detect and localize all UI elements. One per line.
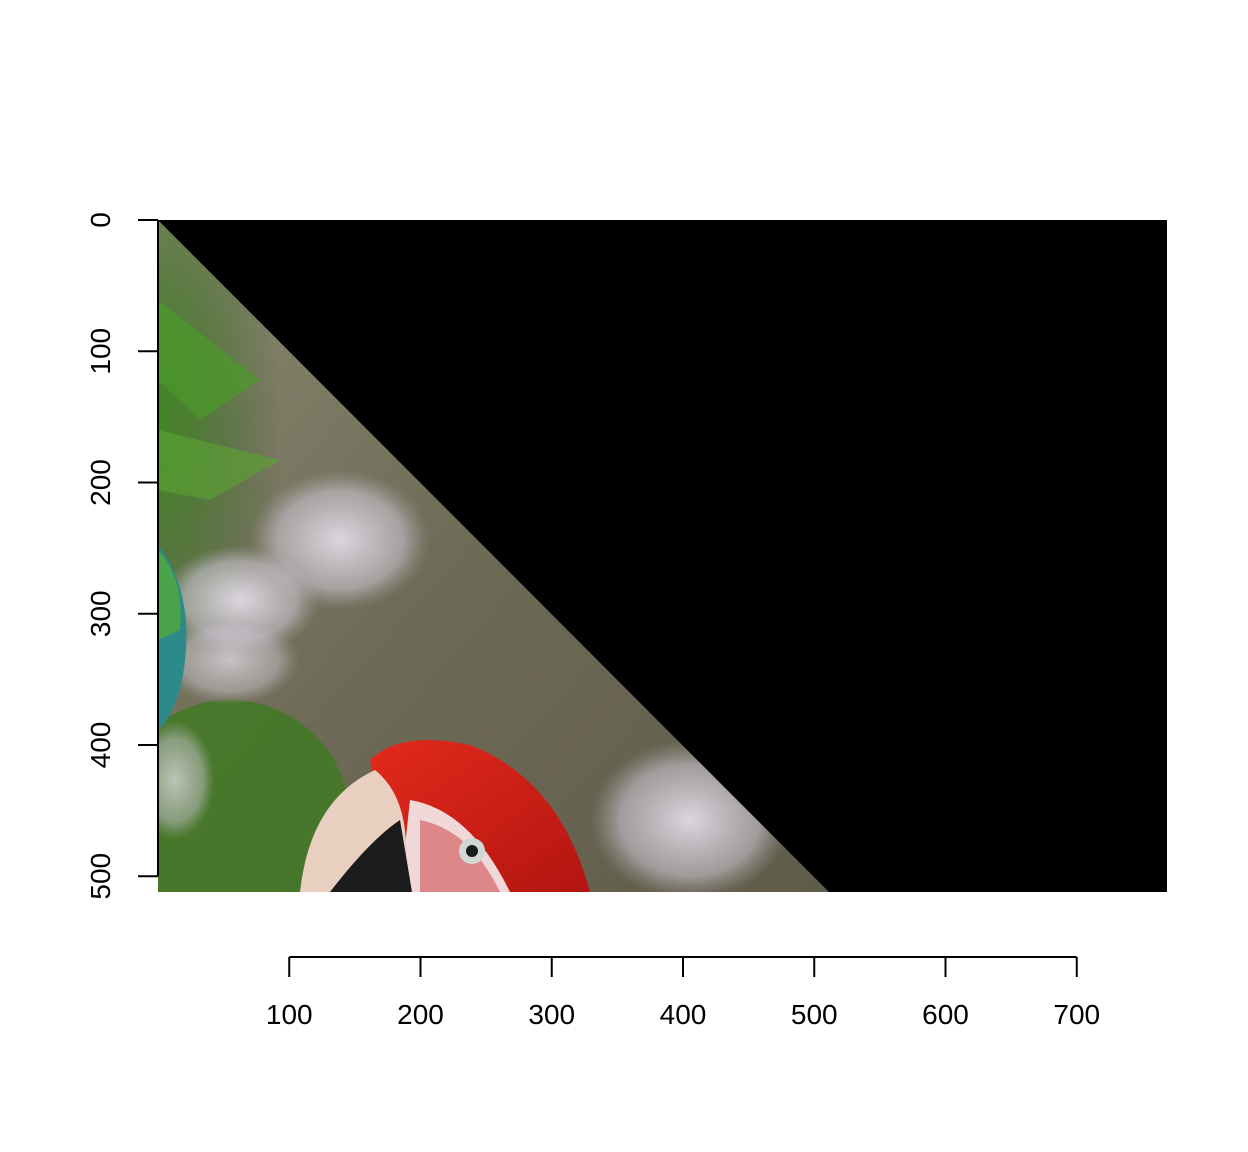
y-tick-label: 300 — [85, 590, 116, 637]
y-tick-label: 0 — [85, 212, 116, 228]
y-tick-label: 200 — [85, 459, 116, 506]
y-tick-label: 500 — [85, 853, 116, 900]
x-tick-label: 200 — [397, 999, 444, 1030]
y-axis: 0 100 200 300 400 500 — [85, 212, 159, 900]
y-tick-label: 100 — [85, 328, 116, 375]
x-tick-label: 700 — [1053, 999, 1100, 1030]
mask-triangle — [158, 220, 1167, 892]
x-tick-label: 300 — [528, 999, 575, 1030]
x-tick-label: 400 — [660, 999, 707, 1030]
x-tick-label: 500 — [791, 999, 838, 1030]
x-axis: 100 200 300 400 500 600 700 — [266, 956, 1100, 1030]
y-tick-label: 400 — [85, 722, 116, 769]
x-tick-label: 100 — [266, 999, 313, 1030]
x-tick-label: 600 — [922, 999, 969, 1030]
